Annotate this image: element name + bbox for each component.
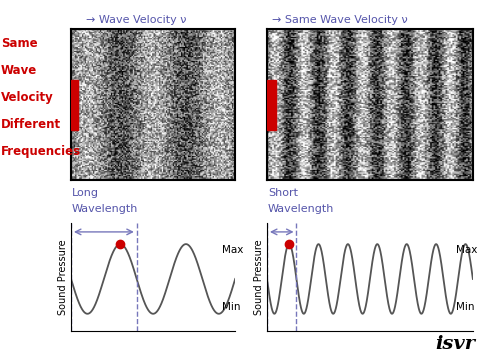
Text: Min: Min: [222, 302, 241, 312]
Text: Min: Min: [456, 302, 475, 312]
Text: Velocity: Velocity: [1, 91, 54, 104]
Text: Frequencies: Frequencies: [1, 145, 81, 158]
Y-axis label: Sound Pressure: Sound Pressure: [58, 239, 68, 315]
Text: Max: Max: [456, 245, 478, 255]
Text: → Same Wave Velocity ν: → Same Wave Velocity ν: [272, 15, 408, 25]
Text: isvr: isvr: [435, 335, 475, 353]
Text: Different: Different: [1, 118, 61, 131]
Y-axis label: Sound Pressure: Sound Pressure: [254, 239, 264, 315]
Text: Max: Max: [222, 245, 244, 255]
Bar: [267, 80, 275, 130]
Text: Same: Same: [1, 37, 38, 50]
Bar: [71, 80, 78, 130]
Text: Wavelength: Wavelength: [268, 204, 334, 214]
Text: Wave: Wave: [1, 64, 37, 77]
Text: Short: Short: [268, 188, 298, 198]
Text: → Wave Velocity ν: → Wave Velocity ν: [86, 15, 186, 25]
Text: Long: Long: [72, 188, 99, 198]
Text: Wavelength: Wavelength: [72, 204, 138, 214]
